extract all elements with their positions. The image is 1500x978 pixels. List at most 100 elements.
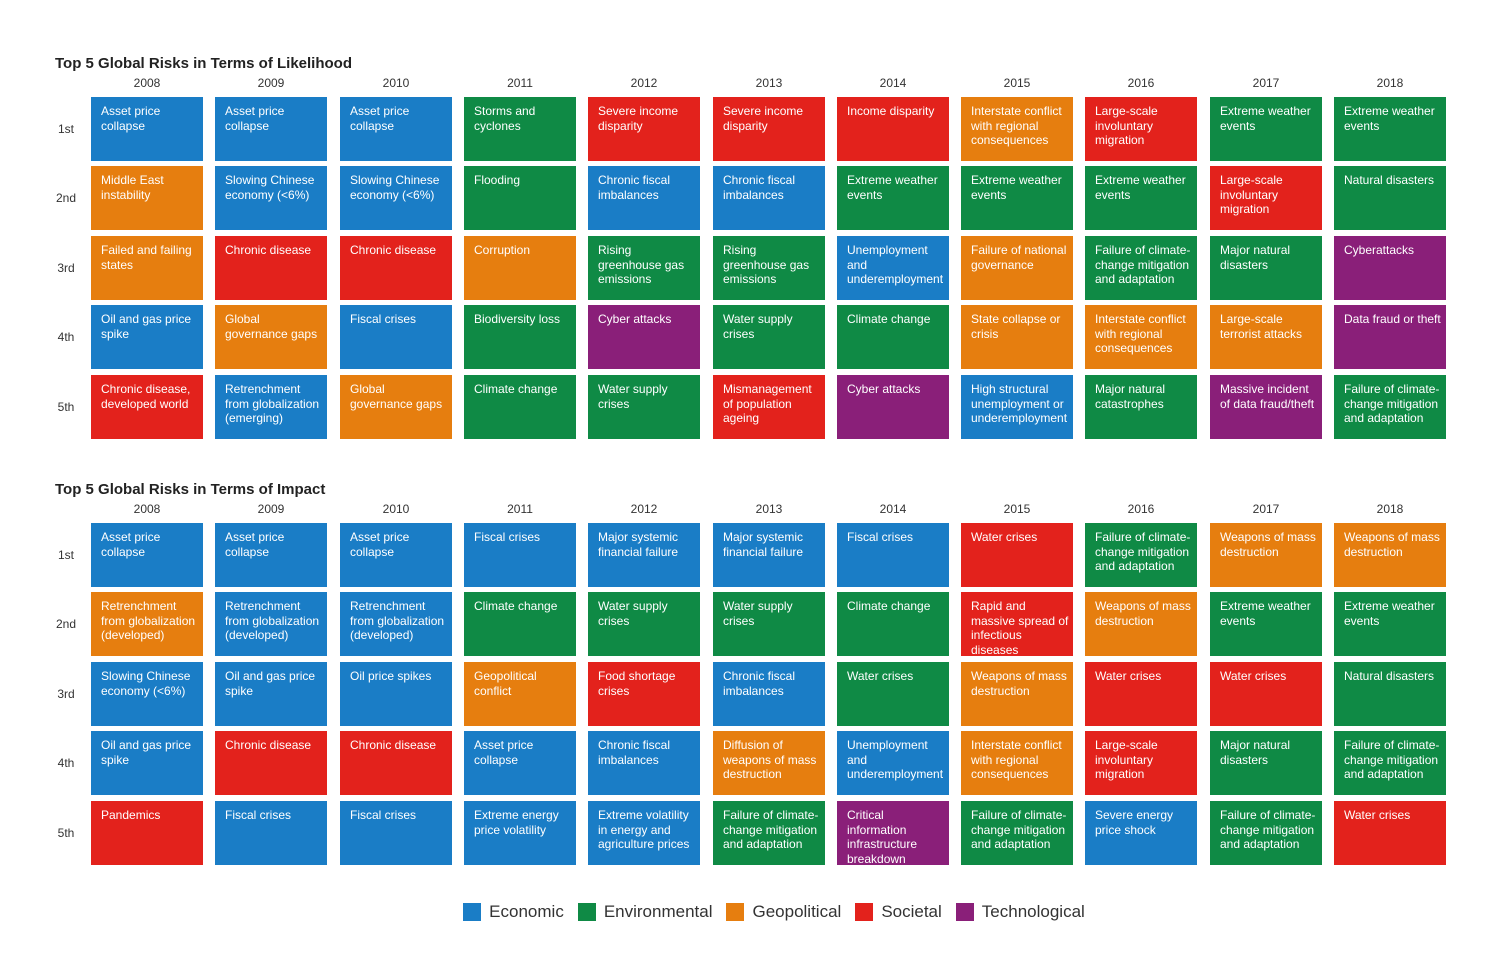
legend-item-technological: Technological	[955, 902, 1085, 922]
year-label-impact-2014: 2014	[879, 502, 907, 516]
risk-cell-likelihood-2008-5th: Chronic disease, developed world	[91, 375, 203, 439]
risk-cell-likelihood-2010-1st: Asset price collapse	[340, 97, 452, 161]
year-label-impact-2015: 2015	[1003, 502, 1031, 516]
risk-cell-likelihood-2013-4th: Water supply crises	[713, 305, 825, 369]
risk-cell-impact-2009-4th: Chronic disease	[215, 731, 327, 795]
risk-cell-likelihood-2017-4th: Large-scale terrorist attacks	[1210, 305, 1322, 369]
rank-label-impact-2nd: 2nd	[55, 617, 77, 631]
legend-item-economic: Economic	[463, 902, 564, 922]
risk-cell-likelihood-2014-1st: Income disparity	[837, 97, 949, 161]
year-label-impact-2013: 2013	[755, 502, 783, 516]
risk-cell-impact-2008-1st: Asset price collapse	[91, 523, 203, 587]
year-label-likelihood-2014: 2014	[879, 76, 907, 90]
risk-cell-impact-2018-3rd: Natural disasters	[1334, 662, 1446, 726]
risk-cell-impact-2013-2nd: Water supply crises	[713, 592, 825, 656]
risk-cell-impact-2013-4th: Diffusion of weapons of mass destruction	[713, 731, 825, 795]
risk-cell-likelihood-2012-3rd: Rising greenhouse gas emissions	[588, 236, 700, 300]
legend-label-economic: Economic	[489, 902, 564, 921]
risk-cell-likelihood-2012-2nd: Chronic fiscal imbalances	[588, 166, 700, 230]
year-label-likelihood-2018: 2018	[1376, 76, 1404, 90]
risk-cell-impact-2013-1st: Major systemic financial failure	[713, 523, 825, 587]
risk-cell-impact-2010-2nd: Retrenchment from globalization (develop…	[340, 592, 452, 656]
risk-cell-likelihood-2010-3rd: Chronic disease	[340, 236, 452, 300]
risk-cell-likelihood-2016-1st: Large-scale involuntary migration	[1085, 97, 1197, 161]
risk-cell-likelihood-2008-3rd: Failed and failing states	[91, 236, 203, 300]
risk-cell-likelihood-2018-3rd: Cyberattacks	[1334, 236, 1446, 300]
risk-cell-impact-2017-1st: Weapons of mass destruction	[1210, 523, 1322, 587]
risk-cell-likelihood-2017-2nd: Large-scale involuntary migration	[1210, 166, 1322, 230]
rank-label-impact-4th: 4th	[57, 756, 75, 770]
risk-cell-impact-2018-5th: Water crises	[1334, 801, 1446, 865]
risk-cell-impact-2015-5th: Failure of climate-change mitigation and…	[961, 801, 1073, 865]
risk-cell-likelihood-2018-4th: Data fraud or theft	[1334, 305, 1446, 369]
rank-label-likelihood-2nd: 2nd	[55, 191, 77, 205]
rank-label-likelihood-4th: 4th	[57, 330, 75, 344]
risk-cell-impact-2009-3rd: Oil and gas price spike	[215, 662, 327, 726]
risk-cell-likelihood-2018-5th: Failure of climate-change mitigation and…	[1334, 375, 1446, 439]
panel-title-impact: Top 5 Global Risks in Terms of Impact	[55, 481, 326, 498]
year-label-likelihood-2017: 2017	[1252, 76, 1280, 90]
legend-swatch-societal	[855, 903, 874, 921]
risk-cell-impact-2017-4th: Major natural disasters	[1210, 731, 1322, 795]
risk-cell-likelihood-2016-3rd: Failure of climate-change mitigation and…	[1085, 236, 1197, 300]
risk-cell-likelihood-2009-1st: Asset price collapse	[215, 97, 327, 161]
risk-cell-likelihood-2008-1st: Asset price collapse	[91, 97, 203, 161]
risk-cell-likelihood-2012-4th: Cyber attacks	[588, 305, 700, 369]
year-label-impact-2016: 2016	[1127, 502, 1155, 516]
year-label-likelihood-2013: 2013	[755, 76, 783, 90]
legend-swatch-economic	[463, 903, 482, 921]
rank-label-likelihood-5th: 5th	[57, 400, 75, 414]
risk-cell-impact-2016-2nd: Weapons of mass destruction	[1085, 592, 1197, 656]
risk-cell-impact-2016-1st: Failure of climate-change mitigation and…	[1085, 523, 1197, 587]
legend-label-technological: Technological	[981, 902, 1085, 921]
risk-cell-impact-2011-2nd: Climate change	[464, 592, 576, 656]
rank-label-likelihood-1st: 1st	[57, 122, 74, 136]
year-label-likelihood-2015: 2015	[1003, 76, 1031, 90]
year-label-likelihood-2010: 2010	[382, 76, 410, 90]
risk-cell-likelihood-2015-2nd: Extreme weather events	[961, 166, 1073, 230]
rank-label-impact-3rd: 3rd	[57, 687, 75, 701]
legend-swatch-environmental	[577, 903, 596, 921]
legend-item-geopolitical: Geopolitical	[726, 902, 841, 922]
year-label-impact-2010: 2010	[382, 502, 410, 516]
risk-cell-impact-2016-3rd: Water crises	[1085, 662, 1197, 726]
year-label-likelihood-2011: 2011	[507, 76, 533, 90]
risk-cell-impact-2013-5th: Failure of climate-change mitigation and…	[713, 801, 825, 865]
risk-cell-impact-2010-4th: Chronic disease	[340, 731, 452, 795]
risk-cell-likelihood-2009-2nd: Slowing Chinese economy (<6%)	[215, 166, 327, 230]
risk-cell-likelihood-2008-2nd: Middle East instability	[91, 166, 203, 230]
risk-cell-likelihood-2010-4th: Fiscal crises	[340, 305, 452, 369]
risk-cell-impact-2008-2nd: Retrenchment from globalization (develop…	[91, 592, 203, 656]
rank-label-impact-1st: 1st	[57, 548, 74, 562]
year-label-likelihood-2009: 2009	[257, 76, 285, 90]
risk-cell-impact-2017-5th: Failure of climate-change mitigation and…	[1210, 801, 1322, 865]
risk-cell-impact-2010-5th: Fiscal crises	[340, 801, 452, 865]
risk-cell-impact-2017-3rd: Water crises	[1210, 662, 1322, 726]
risk-cell-impact-2014-2nd: Climate change	[837, 592, 949, 656]
risk-cell-impact-2015-1st: Water crises	[961, 523, 1073, 587]
year-label-likelihood-2008: 2008	[133, 76, 161, 90]
risk-cell-impact-2018-4th: Failure of climate-change mitigation and…	[1334, 731, 1446, 795]
legend-label-societal: Societal	[881, 902, 942, 921]
risk-cell-likelihood-2014-3rd: Unemployment and underemployment	[837, 236, 949, 300]
risk-cell-likelihood-2014-5th: Cyber attacks	[837, 375, 949, 439]
risk-cell-likelihood-2013-2nd: Chronic fiscal imbalances	[713, 166, 825, 230]
risk-cell-likelihood-2015-4th: State collapse or crisis	[961, 305, 1073, 369]
rank-label-impact-5th: 5th	[57, 826, 75, 840]
year-label-likelihood-2016: 2016	[1127, 76, 1155, 90]
year-label-impact-2012: 2012	[630, 502, 658, 516]
risk-cell-impact-2015-4th: Interstate conflict with regional conseq…	[961, 731, 1073, 795]
risk-cell-impact-2008-3rd: Slowing Chinese economy (<6%)	[91, 662, 203, 726]
risk-cell-impact-2017-2nd: Extreme weather events	[1210, 592, 1322, 656]
risk-cell-impact-2009-5th: Fiscal crises	[215, 801, 327, 865]
risk-cell-impact-2014-3rd: Water crises	[837, 662, 949, 726]
risk-cell-likelihood-2012-5th: Water supply crises	[588, 375, 700, 439]
risk-cell-impact-2012-3rd: Food shortage crises	[588, 662, 700, 726]
risk-cell-likelihood-2013-1st: Severe income disparity	[713, 97, 825, 161]
risk-cell-likelihood-2014-2nd: Extreme weather events	[837, 166, 949, 230]
risk-cell-impact-2018-2nd: Extreme weather events	[1334, 592, 1446, 656]
risk-cell-likelihood-2013-3rd: Rising greenhouse gas emissions	[713, 236, 825, 300]
risk-cell-likelihood-2017-1st: Extreme weather events	[1210, 97, 1322, 161]
risk-cell-impact-2009-2nd: Retrenchment from globalization (develop…	[215, 592, 327, 656]
risk-cell-likelihood-2018-2nd: Natural disasters	[1334, 166, 1446, 230]
